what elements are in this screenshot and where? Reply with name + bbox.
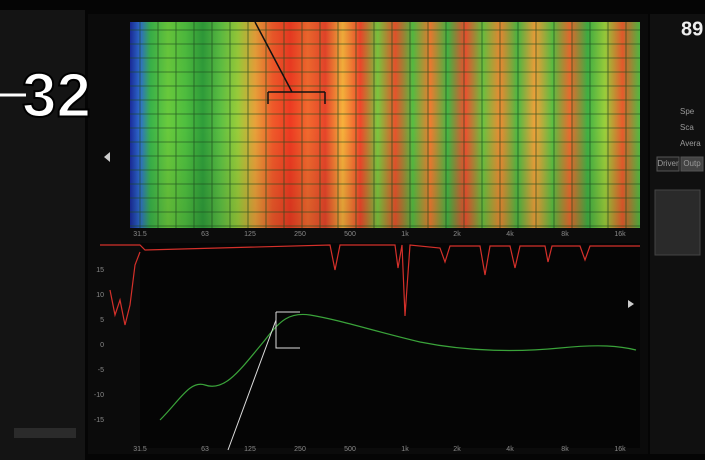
sidebar-label: Avera	[680, 139, 701, 148]
x-tick-label: 250	[294, 231, 306, 238]
y-tick-label: 15	[96, 267, 104, 274]
spectrogram	[130, 22, 640, 228]
screen: 32 89 31.5 63 125 250 500 1k 2k 4k 8k 16k 31.5 63 12…	[0, 0, 705, 460]
y-tick-label: -15	[94, 417, 104, 424]
x-tick-label: 16k	[614, 231, 626, 238]
y-tick-label: -10	[94, 392, 104, 399]
x-tick-label: 2k	[453, 446, 461, 453]
y-tick-label: 0	[100, 342, 104, 349]
sidebar-label: Spe	[680, 107, 695, 116]
y-tick-label: 10	[96, 292, 104, 299]
y-tick-label: -5	[98, 367, 104, 374]
x-tick-label: 16k	[614, 446, 626, 453]
sidebar-button-label: Driver	[657, 159, 679, 168]
footer-button[interactable]	[14, 428, 76, 438]
x-tick-label: 2k	[453, 231, 461, 238]
x-tick-label: 8k	[561, 231, 569, 238]
x-tick-label: 31.5	[133, 231, 147, 238]
x-tick-label: 500	[344, 231, 356, 238]
x-tick-label: 4k	[506, 231, 514, 238]
sidebar-label: Sca	[680, 123, 694, 132]
x-tick-label: 125	[244, 446, 256, 453]
x-tick-label: 1k	[401, 231, 409, 238]
x-tick-label: 250	[294, 446, 306, 453]
badge: 32	[22, 61, 91, 130]
x-tick-label: 8k	[561, 446, 569, 453]
x-tick-label: 4k	[506, 446, 514, 453]
y-tick-label: 5	[100, 317, 104, 324]
x-tick-label: 125	[244, 231, 256, 238]
preview-box	[655, 190, 700, 255]
sidebar-button-label: Outp	[683, 159, 701, 168]
x-tick-label: 500	[344, 446, 356, 453]
readout: 89	[681, 18, 703, 40]
x-tick-label: 63	[201, 231, 209, 238]
x-tick-label: 63	[201, 446, 209, 453]
x-tick-label: 1k	[401, 446, 409, 453]
x-tick-label: 31.5	[133, 446, 147, 453]
response-plot	[140, 243, 640, 448]
spectrogram-shade	[130, 22, 640, 228]
